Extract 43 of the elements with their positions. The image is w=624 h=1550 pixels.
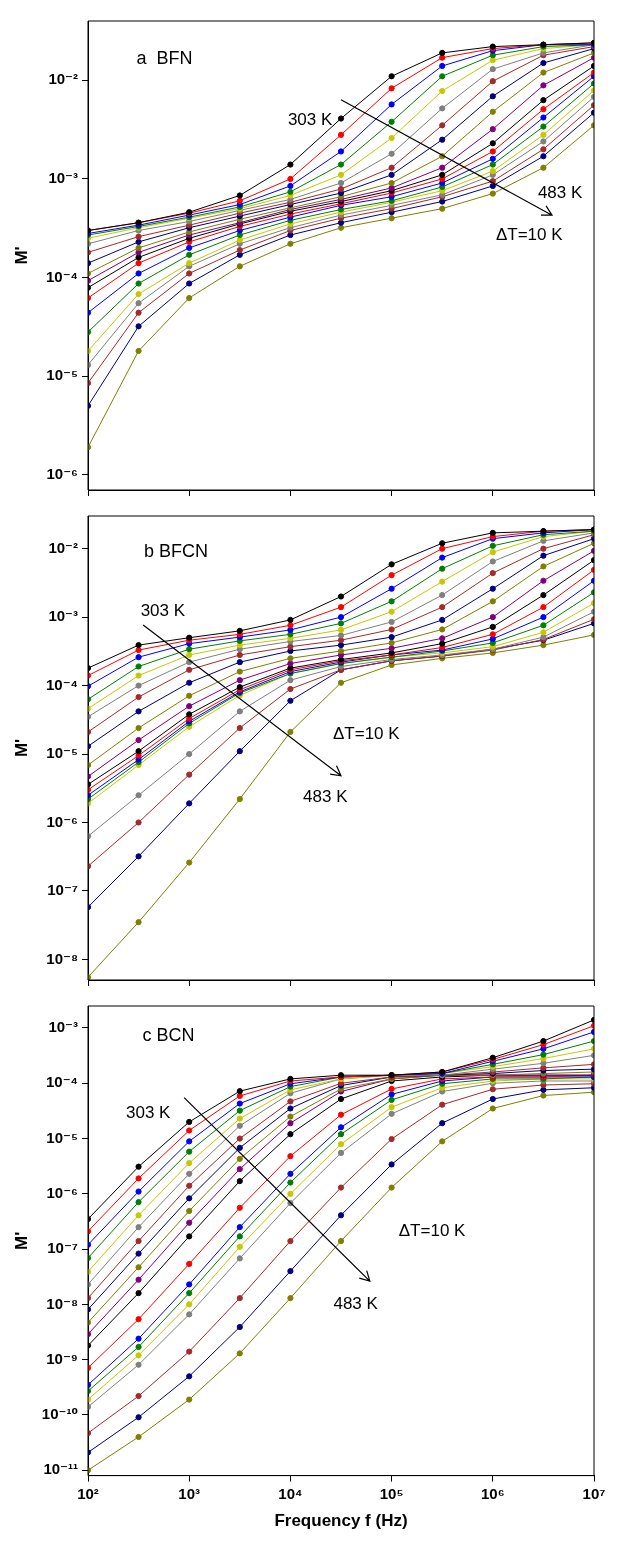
y-axis-title: M' xyxy=(11,738,31,758)
y-tick-label: 10⁻¹¹ xyxy=(43,1460,78,1478)
y-tick-label: 10⁻⁵ xyxy=(46,744,78,762)
y-tick-label: 10⁻⁴ xyxy=(45,1073,78,1091)
y-tick-label: 10⁻⁸ xyxy=(46,1294,78,1312)
x-tick-label: 10³ xyxy=(178,1484,201,1502)
y-tick-label: 10⁻⁵ xyxy=(46,366,78,384)
x-tick-label: 10² xyxy=(77,1484,99,1502)
y-tick-label: 10⁻⁶ xyxy=(46,812,78,830)
annotation: 303 K xyxy=(125,1102,171,1122)
y-tick-label: 10⁻² xyxy=(48,70,78,88)
annotation: 303 K xyxy=(140,600,186,620)
annotation: ΔT=10 K xyxy=(495,224,563,244)
y-tick-label: 10⁻¹⁰ xyxy=(41,1405,78,1423)
y-tick-label: 10⁻³ xyxy=(48,1018,78,1036)
x-tick-label: 10⁶ xyxy=(481,1484,505,1502)
y-tick-label: 10⁻⁹ xyxy=(46,1349,78,1367)
annotation: 303 K xyxy=(287,109,333,129)
x-tick-label: 10⁵ xyxy=(379,1484,404,1502)
y-tick-label: 10⁻⁸ xyxy=(46,949,78,967)
annotation: ΔT=10 K xyxy=(398,1220,466,1240)
y-tick-label: 10⁻⁴ xyxy=(45,675,78,693)
y-tick-label: 10⁻⁶ xyxy=(46,464,78,482)
y-tick-label: 10⁻³ xyxy=(48,607,78,625)
y-tick-label: 10⁻⁴ xyxy=(45,267,78,285)
text: a BFN xyxy=(136,47,193,68)
annotation: 483 K xyxy=(537,182,583,202)
annotation: ΔT=10 K xyxy=(332,723,400,743)
y-tick-label: 10⁻⁷ xyxy=(47,881,78,899)
annotation: 483 K xyxy=(333,1293,378,1313)
x-axis-title: Frequency f (Hz) xyxy=(274,1511,408,1531)
x-tick-label: 10⁷ xyxy=(582,1484,606,1502)
y-axis-title: M' xyxy=(11,1231,31,1250)
y-tick-label: 10⁻³ xyxy=(48,169,78,187)
y-tick-label: 10⁻⁷ xyxy=(47,1239,78,1257)
y-axis-title: M' xyxy=(11,246,31,265)
x-tick-label: 10⁴ xyxy=(278,1484,303,1502)
text: c BCN xyxy=(142,1024,195,1045)
y-tick-label: 10⁻⁵ xyxy=(46,1128,78,1146)
text: b BFCN xyxy=(144,540,209,561)
y-tick-label: 10⁻² xyxy=(48,538,78,556)
annotation: 483 K xyxy=(303,786,348,806)
y-tick-label: 10⁻⁶ xyxy=(46,1183,78,1201)
